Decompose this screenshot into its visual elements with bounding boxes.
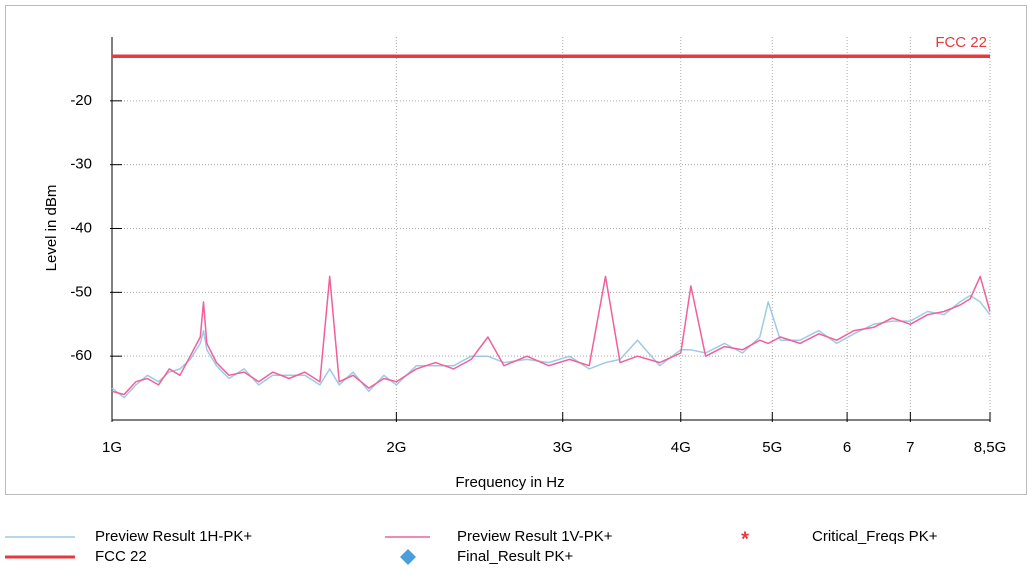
legend-label: Final_Result PK+: [457, 548, 574, 565]
y-tick-label: -50: [70, 283, 92, 300]
y-tick-label: -40: [70, 219, 92, 236]
x-tick-label: 6: [843, 439, 851, 456]
legend-label: Preview Result 1H-PK+: [95, 528, 252, 545]
x-tick-label: 2G: [386, 439, 406, 456]
x-tick-label: 3G: [553, 439, 573, 456]
legend-label: FCC 22: [95, 548, 147, 565]
y-tick-label: -30: [70, 156, 92, 173]
x-tick-label: 4G: [671, 439, 691, 456]
legend-marker: [400, 549, 416, 565]
series-line: [111, 275, 991, 396]
x-tick-label: 1G: [102, 439, 122, 456]
legend-marker: *: [741, 528, 749, 550]
y-tick-label: -20: [70, 92, 92, 109]
y-tick-label: -60: [70, 347, 92, 364]
x-tick-label: 8,5G: [974, 439, 1007, 456]
y-axis-label: Level in dBm: [43, 185, 60, 272]
legend-label: Critical_Freqs PK+: [812, 528, 938, 545]
x-axis-label: Frequency in Hz: [455, 474, 564, 491]
x-tick-label: 7: [906, 439, 914, 456]
series-line: [111, 294, 991, 399]
limit-label: FCC 22: [935, 34, 987, 51]
x-tick-label: 5G: [762, 439, 782, 456]
plot-frame: [5, 5, 1027, 495]
legend-label: Preview Result 1V-PK+: [457, 528, 613, 545]
